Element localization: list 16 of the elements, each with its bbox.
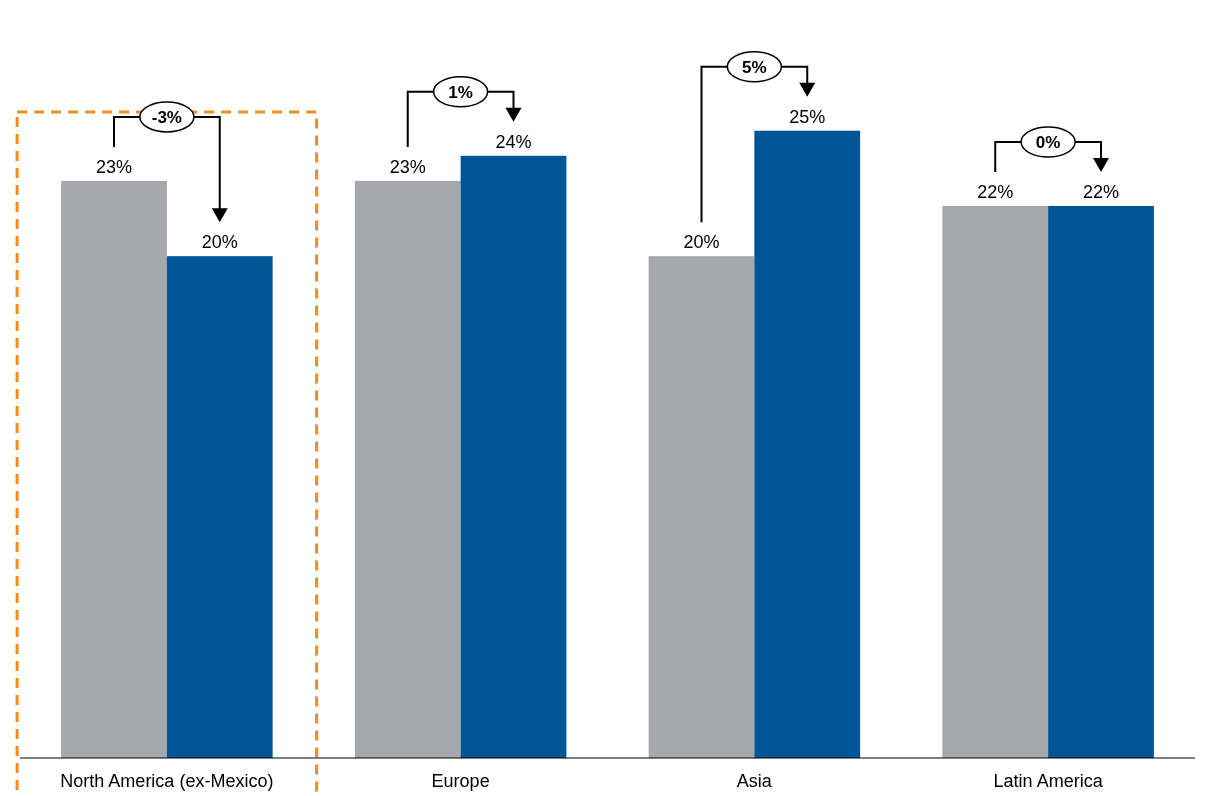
data-label: 22%: [977, 182, 1014, 202]
data-label: 20%: [201, 232, 238, 253]
text: -3%: [151, 107, 182, 127]
text: 1%: [448, 82, 473, 102]
data-label: 22%: [1082, 182, 1120, 202]
data-label: 20%: [683, 232, 720, 253]
text: 5%: [742, 57, 767, 77]
x-tick-label: Latin America: [993, 771, 1104, 791]
x-tick-label: Europe: [431, 771, 490, 791]
x-tick-label: North America (ex-Mexico): [60, 771, 274, 791]
data-label: 23%: [95, 156, 133, 177]
annotation: 0%: [1035, 133, 1061, 152]
data-label: 25%: [789, 106, 826, 127]
data-label: 24%: [495, 131, 532, 152]
data-label: 23%: [389, 156, 426, 177]
x-tick-label: Asia: [736, 771, 773, 791]
